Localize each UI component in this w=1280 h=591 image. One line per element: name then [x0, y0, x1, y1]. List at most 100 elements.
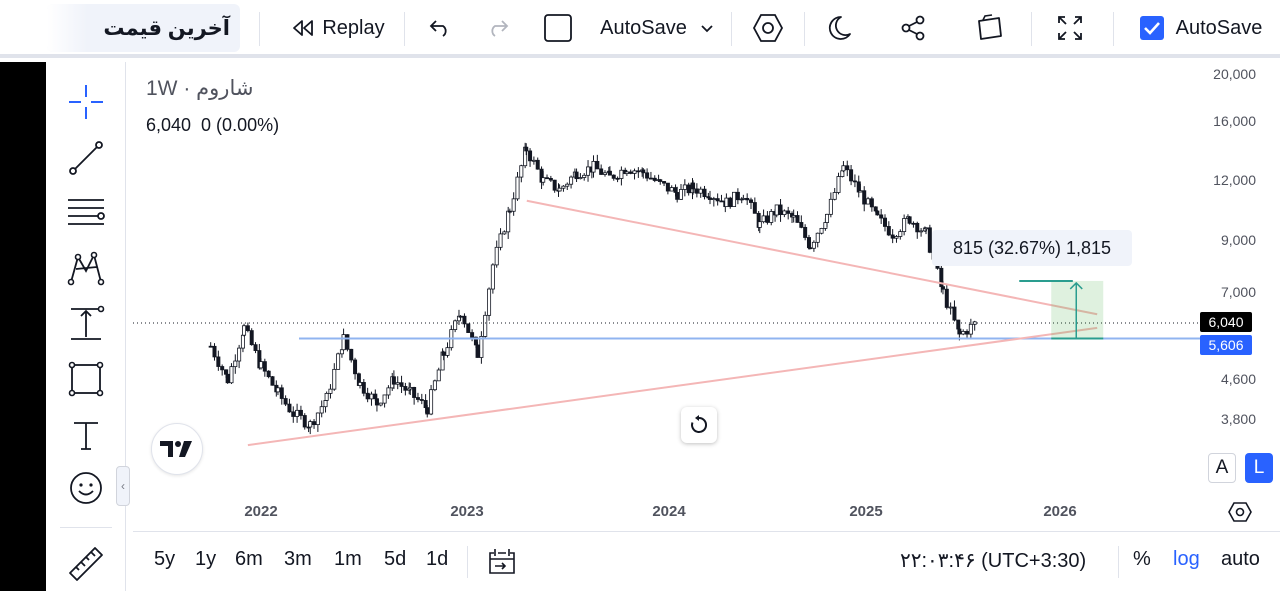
candle-body [749, 199, 754, 203]
toolbar-divider [1031, 12, 1032, 46]
candle-body [819, 227, 824, 234]
rectangle-icon [68, 361, 104, 397]
candle-body [519, 165, 524, 178]
percent-scale-button[interactable]: % [1133, 548, 1151, 570]
range-3m-button[interactable]: 3m [284, 548, 312, 570]
candle-body [506, 210, 511, 233]
candle-body [298, 409, 303, 416]
range-5d-button[interactable]: 5d [384, 548, 407, 570]
axis-settings-button[interactable] [1226, 500, 1254, 524]
settings-button[interactable] [750, 0, 786, 56]
go-to-date-button[interactable] [486, 546, 518, 581]
candle-body [686, 184, 691, 194]
reset-chart-button[interactable] [681, 407, 717, 443]
candle-body [658, 179, 663, 182]
collapse-toolbar-button[interactable]: ‹ [116, 466, 130, 506]
candle-body [216, 356, 221, 367]
trend-line-tool[interactable] [66, 138, 106, 178]
pattern-tool[interactable] [66, 248, 106, 288]
candle-body [548, 177, 553, 181]
candle-body [961, 331, 966, 335]
bottom-divider [1118, 546, 1119, 578]
candle-body [361, 382, 366, 394]
measure-tool[interactable] [66, 304, 106, 344]
candle-body [391, 376, 396, 385]
replay-button[interactable]: Replay [290, 0, 385, 56]
autosave-checkbox[interactable]: AutoSave [1134, 0, 1268, 56]
candle-body [745, 197, 750, 201]
fullscreen-button[interactable] [1052, 0, 1088, 56]
candle-body [494, 246, 499, 266]
auto-scale-toggle[interactable]: auto [1221, 548, 1260, 570]
candle-body [225, 373, 230, 384]
redo-button[interactable] [481, 0, 515, 56]
undo-button[interactable] [423, 0, 457, 56]
candle-body [408, 386, 413, 390]
candle-body [578, 177, 583, 180]
candle-body [357, 382, 362, 386]
candle-body [324, 393, 329, 401]
toolbar-divider [404, 12, 405, 46]
time-axis[interactable]: 2022 2023 2024 2025 2026 [133, 500, 1200, 530]
candle-body [841, 165, 846, 172]
candle-body [586, 166, 591, 176]
ruler-icon [69, 547, 103, 581]
snapshot-button[interactable] [970, 0, 1008, 56]
square-icon [544, 14, 572, 42]
candle-body [423, 400, 428, 409]
candle-body [875, 210, 880, 216]
auto-scale-button[interactable]: A [1208, 453, 1236, 483]
layout-toggle-button[interactable] [540, 0, 576, 56]
clock-timezone[interactable]: ۲۲:۰۳:۴۶ (UTC+3:30) [900, 550, 1087, 572]
candle-body [332, 368, 337, 390]
log-scale-button[interactable]: L [1245, 453, 1273, 483]
candle-body [270, 376, 275, 386]
share-icon [901, 15, 925, 41]
crosshair-tool[interactable] [66, 82, 106, 122]
rectangle-tool[interactable] [66, 359, 106, 399]
chart-canvas[interactable] [133, 62, 1200, 530]
candle-body [924, 227, 929, 230]
range-6m-button[interactable]: 6m [235, 548, 263, 570]
candle-body [382, 394, 387, 404]
share-button[interactable] [895, 0, 931, 56]
chart-pane[interactable] [133, 62, 1200, 530]
toolbar-divider [731, 12, 732, 46]
tradingview-logo-icon [160, 441, 192, 457]
range-5y-button[interactable]: 5y [154, 548, 176, 570]
candle-body [441, 351, 446, 356]
candle-body [769, 211, 774, 223]
range-1y-button[interactable]: 1y [195, 548, 217, 570]
text-tool[interactable] [66, 415, 106, 455]
emoji-tool[interactable] [66, 468, 106, 508]
candle-body [894, 236, 899, 239]
legend-symbol-title: شاروم · 1W [146, 77, 254, 100]
candle-body [752, 202, 757, 214]
symbol-search-button[interactable]: آخرین قیمت [47, 4, 240, 52]
candle-body [323, 400, 328, 408]
price-axis[interactable]: 20,000 16,000 12,000 9,000 7,000 6,040 5… [1200, 62, 1280, 530]
measure-range-fill [1051, 280, 1104, 339]
autosave-dropdown[interactable]: AutoSave [590, 0, 725, 56]
support-trendline [247, 326, 1098, 447]
candle-body [561, 185, 566, 189]
candle-body [229, 366, 234, 384]
candle-body [419, 399, 424, 401]
tradingview-logo[interactable] [151, 423, 203, 475]
theme-toggle-button[interactable] [822, 0, 858, 56]
candle-body [862, 190, 867, 205]
candle-body [691, 182, 696, 190]
candle-body [782, 210, 787, 216]
candle-body [832, 192, 837, 200]
candle-body [507, 210, 512, 213]
top-toolbar: آخرین قیمت Replay AutoSave [0, 0, 1280, 58]
fib-retracement-tool[interactable] [66, 193, 106, 233]
range-1m-button[interactable]: 1m [334, 548, 362, 570]
candle-body [328, 388, 333, 394]
log-scale-toggle[interactable]: log [1173, 548, 1200, 570]
candle-body [735, 191, 740, 201]
range-1d-button[interactable]: 1d [426, 548, 449, 570]
ruler-tool[interactable] [66, 544, 106, 584]
candle-body [882, 217, 887, 227]
candle-body [724, 197, 729, 208]
